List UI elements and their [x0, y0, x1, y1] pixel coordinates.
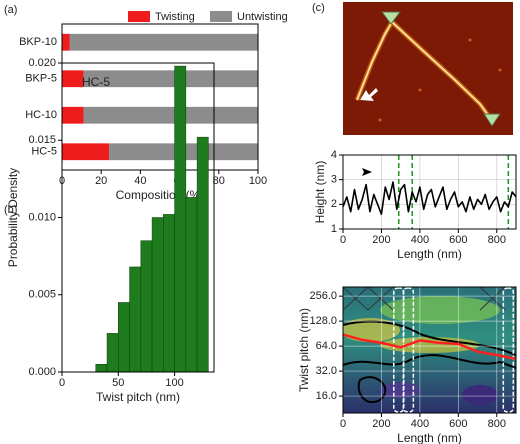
y-tick-label: HC-5: [31, 146, 57, 158]
y-tick-label: 0.020: [28, 57, 56, 69]
bar-segment: [62, 106, 84, 124]
y-tick-label: 32.0: [316, 365, 337, 377]
bar-segment: [69, 33, 258, 51]
x-tick-label: 20: [95, 175, 107, 187]
x-tick-label: 600: [449, 234, 467, 246]
histogram-bar: [118, 302, 130, 373]
histogram-bar: [174, 65, 187, 373]
y-axis-label: Probability Density: [6, 168, 20, 267]
x-tick-label: 80: [213, 175, 225, 187]
bar-segment: [62, 33, 70, 51]
legend-label: Twisting: [155, 11, 195, 23]
x-tick-label: 0: [340, 234, 346, 246]
y-tick-label: 16.0: [316, 390, 337, 402]
y-axis-label: Twist pitch (nm): [297, 308, 311, 392]
arrow: [362, 168, 372, 176]
x-tick-label: 400: [411, 234, 429, 246]
x-tick-label: 100: [165, 377, 183, 389]
plot-frame: [61, 62, 215, 373]
plot-frame: [342, 286, 517, 414]
histogram-bar: [140, 240, 153, 373]
panel-label: (b): [4, 204, 17, 216]
x-tick-label: 0: [340, 418, 346, 430]
y-tick-label: 64.0: [316, 340, 337, 352]
y-tick-label: BKP-5: [25, 73, 57, 85]
y-tick-label: 128.0: [309, 315, 337, 327]
histogram-bar: [151, 217, 164, 373]
x-tick-label: 200: [372, 418, 390, 430]
y-tick-label: 0.015: [28, 134, 56, 146]
x-axis-label: Twist pitch (nm): [96, 390, 180, 404]
legend-label: Untwisting: [237, 11, 288, 23]
y-tick-label: 256.0: [309, 290, 337, 302]
panel-label: (a): [4, 4, 17, 16]
histogram-bar: [95, 364, 108, 373]
y-tick-label: 0.005: [28, 289, 56, 301]
y-tick-label: BKP-10: [19, 36, 57, 48]
histogram-bar: [106, 333, 119, 373]
bar-segment: [62, 143, 110, 161]
x-tick-label: 800: [488, 418, 506, 430]
y-tick-label: HC-10: [25, 109, 57, 121]
histogram-bar: [129, 266, 142, 373]
marker-box: [402, 287, 415, 413]
plot-frame: [342, 154, 517, 230]
x-tick-label: 100: [249, 175, 267, 187]
marker-box: [392, 287, 405, 413]
y-tick-label: 1: [331, 223, 337, 235]
x-tick-label: 40: [134, 175, 146, 187]
wavelet-map: [343, 287, 516, 413]
legend-swatch: [128, 11, 150, 22]
x-tick-label: 600: [449, 418, 467, 430]
panel-label: (c): [312, 2, 325, 14]
x-tick-label: 200: [372, 234, 390, 246]
afm-image: [343, 2, 513, 135]
histogram-bar: [185, 197, 198, 373]
bar-segment: [83, 106, 258, 124]
histogram-bar: [163, 214, 175, 373]
x-tick-label: 800: [488, 234, 506, 246]
y-tick-label: 4: [331, 149, 337, 161]
y-tick-label: 0.010: [28, 211, 56, 223]
x-tick-label: 400: [411, 418, 429, 430]
annotation: HC-5: [82, 75, 110, 89]
x-tick-label: 50: [112, 377, 124, 389]
histogram-bar: [196, 136, 209, 373]
marker-box: [502, 287, 515, 413]
y-axis-label: Height (nm): [313, 161, 327, 224]
legend-swatch: [210, 11, 232, 22]
data-line: [342, 333, 517, 361]
bar-segment: [62, 70, 84, 88]
y-tick-label: 2: [331, 198, 337, 210]
x-axis-label: Length (nm): [397, 247, 462, 261]
data-line: [342, 181, 517, 215]
y-tick-label: 3: [331, 174, 337, 186]
x-axis-label: Length (nm): [397, 431, 462, 444]
y-tick-label: 0.000: [28, 366, 56, 378]
x-tick-label: 0: [59, 377, 65, 389]
